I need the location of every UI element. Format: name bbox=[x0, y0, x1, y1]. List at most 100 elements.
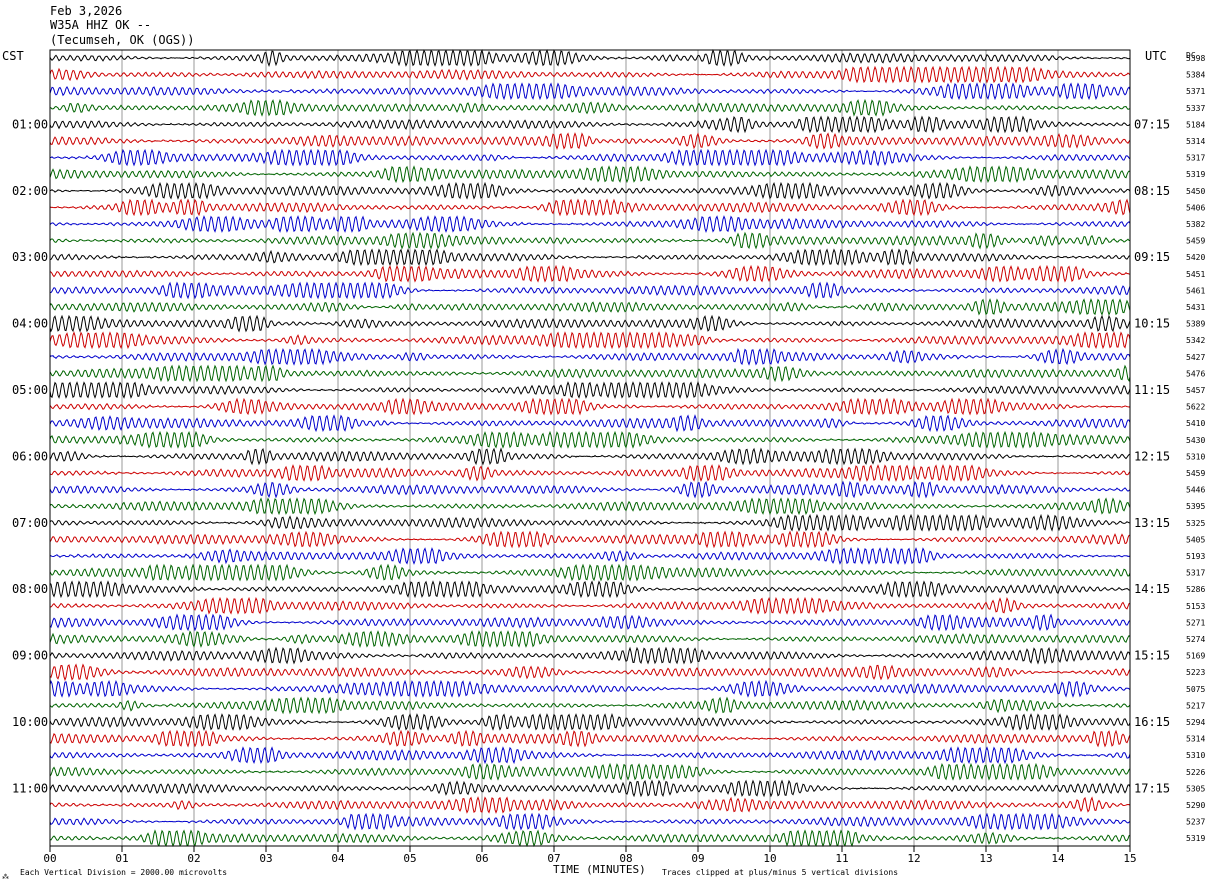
utc-hour-label: 07:15 bbox=[1134, 117, 1170, 131]
seismic-trace bbox=[49, 696, 1131, 715]
clip-note: Traces clipped at plus/minus 5 vertical … bbox=[662, 868, 898, 877]
seismic-trace bbox=[49, 430, 1131, 449]
cst-hour-label: 05:00 bbox=[12, 383, 48, 397]
dc-offset-label: 5342 bbox=[1186, 336, 1205, 345]
dc-offset-label: 5371 bbox=[1186, 87, 1205, 96]
dc-offset-label: 5457 bbox=[1186, 386, 1205, 395]
seismic-trace bbox=[49, 49, 1131, 67]
seismic-trace bbox=[49, 298, 1131, 316]
seismic-trace bbox=[49, 148, 1131, 167]
x-tick-label: 11 bbox=[835, 852, 848, 865]
cst-hour-label: 02:00 bbox=[12, 184, 48, 198]
seismic-trace bbox=[49, 264, 1131, 283]
dc-offset-label: 5461 bbox=[1186, 286, 1205, 295]
x-tick-label: 08 bbox=[619, 852, 632, 865]
utc-hour-label: 15:15 bbox=[1134, 649, 1170, 663]
dc-label-group: 5398 5384 5371 5337 5184 5314 5317 5319 5450 5406… bbox=[1186, 54, 1205, 843]
x-tick-label: 13 bbox=[979, 852, 992, 865]
dc-offset-label: 5271 bbox=[1186, 618, 1205, 627]
dc-offset-label: 5410 bbox=[1186, 419, 1205, 428]
cst-hour-label: 07:00 bbox=[12, 516, 48, 530]
x-tick-label: 05 bbox=[403, 852, 416, 865]
dc-offset-label: 5294 bbox=[1186, 718, 1205, 727]
header-location: (Tecumseh, OK (OGS)) bbox=[50, 33, 195, 47]
x-tick-label: 00 bbox=[43, 852, 56, 865]
seismic-trace bbox=[49, 181, 1131, 200]
cst-hour-label: 10:00 bbox=[12, 715, 48, 729]
utc-hour-label: 16:15 bbox=[1134, 715, 1170, 729]
seismic-trace bbox=[49, 464, 1131, 482]
dc-offset-label: 5430 bbox=[1186, 436, 1205, 445]
utc-hour-label: 10:15 bbox=[1134, 317, 1170, 331]
seismic-trace bbox=[49, 347, 1131, 366]
corner-mark-icon: ⁂ bbox=[2, 873, 9, 881]
x-tick-label: 15 bbox=[1123, 852, 1136, 865]
seismic-trace bbox=[49, 215, 1131, 233]
cst-hour-label: 06:00 bbox=[12, 449, 48, 463]
utc-hour-label: 12:15 bbox=[1134, 449, 1170, 463]
seismic-trace bbox=[49, 513, 1131, 532]
utc-hour-label: 13:15 bbox=[1134, 516, 1170, 530]
seismic-trace bbox=[49, 414, 1131, 433]
seismic-trace bbox=[49, 779, 1131, 798]
seismic-trace bbox=[49, 796, 1131, 814]
dc-offset-label: 5169 bbox=[1186, 652, 1205, 661]
seismic-trace bbox=[49, 630, 1131, 649]
dc-offset-label: 5384 bbox=[1186, 71, 1205, 80]
dc-offset-label: 5314 bbox=[1186, 137, 1205, 146]
dc-offset-label: 5446 bbox=[1186, 486, 1205, 495]
dc-offset-label: 5217 bbox=[1186, 701, 1205, 710]
seismic-trace bbox=[49, 812, 1131, 831]
dc-offset-label: 5476 bbox=[1186, 369, 1205, 378]
dc-offset-label: 5319 bbox=[1186, 170, 1205, 179]
x-tick-label: 01 bbox=[115, 852, 128, 865]
seismic-trace bbox=[49, 663, 1131, 682]
seismic-trace bbox=[49, 381, 1131, 399]
dc-offset-label: 5075 bbox=[1186, 685, 1205, 694]
dc-offset-label: 5382 bbox=[1186, 220, 1205, 229]
header-station: W35A HHZ OK -- bbox=[50, 18, 151, 32]
seismic-trace bbox=[49, 480, 1131, 499]
x-tick-label: 02 bbox=[187, 852, 200, 865]
dc-label: DC bbox=[1186, 51, 1196, 60]
dc-offset-label: 5193 bbox=[1186, 552, 1205, 561]
dc-offset-label: 5286 bbox=[1186, 585, 1205, 594]
cst-hour-label: 03:00 bbox=[12, 250, 48, 264]
seismic-trace bbox=[49, 364, 1131, 383]
cst-label-group: 01:00 02:00 03:00 04:00 05:00 06:00 07:00 08:00… bbox=[12, 117, 48, 795]
seismic-trace bbox=[49, 547, 1131, 565]
seismic-trace bbox=[49, 231, 1131, 250]
cst-hour-label: 09:00 bbox=[12, 649, 48, 663]
dc-offset-label: 5184 bbox=[1186, 120, 1205, 129]
dc-offset-label: 5420 bbox=[1186, 253, 1205, 262]
x-tick-label: 07 bbox=[547, 852, 560, 865]
dc-offset-label: 5431 bbox=[1186, 303, 1205, 312]
x-tick-label: 14 bbox=[1051, 852, 1065, 865]
x-tick-label: 04 bbox=[331, 852, 345, 865]
dc-offset-label: 5317 bbox=[1186, 154, 1205, 163]
dc-offset-label: 5395 bbox=[1186, 502, 1205, 511]
seismic-trace bbox=[49, 65, 1131, 84]
seismic-trace bbox=[49, 829, 1131, 848]
seismic-trace bbox=[49, 746, 1131, 765]
dc-offset-label: 5237 bbox=[1186, 818, 1205, 827]
dc-offset-label: 5459 bbox=[1186, 469, 1205, 478]
dc-offset-label: 5314 bbox=[1186, 735, 1205, 744]
seismic-trace bbox=[49, 331, 1131, 350]
utc-hour-label: 08:15 bbox=[1134, 184, 1170, 198]
dc-offset-label: 5622 bbox=[1186, 403, 1205, 412]
x-tick-label: 06 bbox=[475, 852, 488, 865]
seismic-trace bbox=[49, 165, 1131, 184]
seismic-trace bbox=[49, 98, 1131, 117]
dc-offset-label: 5226 bbox=[1186, 768, 1205, 777]
utc-label-group: 07:15 08:15 09:15 10:15 11:15 12:15 13:15 14:15… bbox=[1134, 117, 1170, 795]
seismic-trace bbox=[49, 248, 1131, 267]
utc-hour-label: 09:15 bbox=[1134, 250, 1170, 264]
cst-hour-label: 04:00 bbox=[12, 317, 48, 331]
seismic-trace bbox=[49, 281, 1131, 300]
seismic-trace bbox=[49, 397, 1131, 416]
x-axis-label: TIME (MINUTES) bbox=[553, 863, 646, 876]
utc-hour-label: 17:15 bbox=[1134, 781, 1170, 795]
x-tick-label: 09 bbox=[691, 852, 704, 865]
seismic-trace bbox=[49, 132, 1131, 150]
